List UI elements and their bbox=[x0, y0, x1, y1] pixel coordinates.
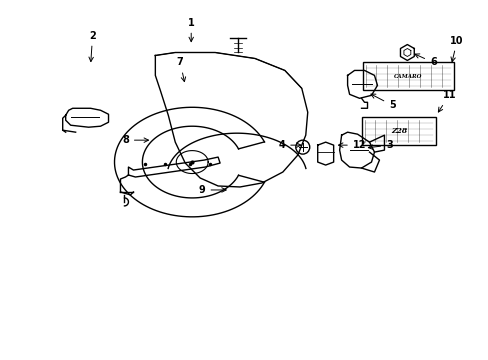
Text: 4: 4 bbox=[278, 140, 300, 150]
Text: 7: 7 bbox=[177, 58, 185, 82]
Text: 11: 11 bbox=[437, 90, 455, 112]
Text: CAMARO: CAMARO bbox=[393, 74, 422, 79]
Text: 9: 9 bbox=[199, 185, 226, 195]
Text: 2: 2 bbox=[89, 31, 96, 62]
Text: 6: 6 bbox=[414, 54, 436, 67]
Text: 10: 10 bbox=[449, 36, 463, 62]
Text: 12: 12 bbox=[338, 140, 366, 150]
Text: 8: 8 bbox=[122, 135, 148, 145]
Bar bbox=[361, 117, 435, 145]
Text: Z28: Z28 bbox=[390, 127, 406, 135]
Text: 3: 3 bbox=[367, 140, 392, 150]
Bar bbox=[362, 62, 453, 90]
Text: 5: 5 bbox=[370, 94, 395, 110]
Text: 1: 1 bbox=[187, 18, 194, 42]
